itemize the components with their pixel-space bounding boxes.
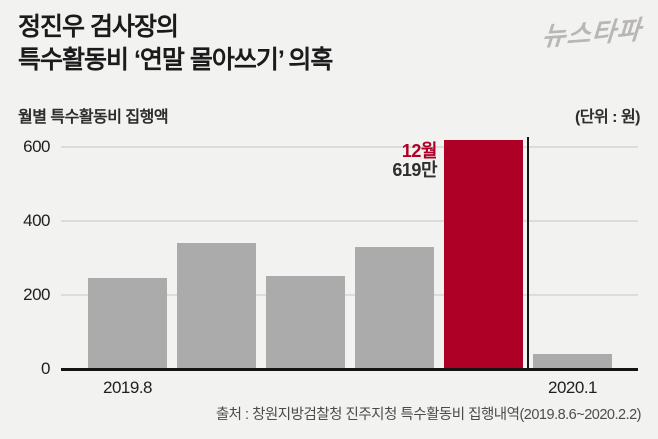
highlight-month-label: 12월 xyxy=(401,141,438,161)
chart-label: 월별 특수활동비 집행액 xyxy=(18,109,169,126)
gridline-400 xyxy=(61,219,638,222)
highlight-annotation: 12월 619만 xyxy=(392,142,437,180)
page-title: 정진우 검사장의 특수활동비 ‘연말 몰아쓰기’ 의혹 xyxy=(18,11,333,77)
title-line-2: 특수활동비 ‘연말 몰아쓰기’ 의혹 xyxy=(18,46,333,74)
x-axis-line xyxy=(61,368,638,371)
y-tick-label-400: 400 xyxy=(23,210,50,230)
gridline-600 xyxy=(61,145,638,148)
source-credit: 출처 : 창원지방검찰청 진주지청 특수활동비 집행내역(2019.8.6~20… xyxy=(215,407,642,423)
title-line-1: 정진우 검사장의 xyxy=(18,13,179,41)
x-tick-label-2019.8: 2019.8 xyxy=(103,378,153,397)
highlight-value-label: 619만 xyxy=(392,160,437,180)
newstapa-logo: 뉴스타파 xyxy=(541,14,643,52)
year-divider-line xyxy=(527,136,529,369)
bar xyxy=(266,276,345,369)
y-tick-label-0: 0 xyxy=(41,359,50,378)
unit-label: (단위 : 원) xyxy=(574,109,641,126)
chart-meta-row: 월별 특수활동비 집행액 (단위 : 원) xyxy=(18,103,641,127)
bar xyxy=(88,278,167,369)
bar xyxy=(177,243,256,369)
gridline-200 xyxy=(61,293,638,296)
y-tick-label-200: 200 xyxy=(23,284,50,304)
bar-highlight xyxy=(444,139,523,369)
bar xyxy=(355,246,434,369)
bar xyxy=(533,354,612,369)
y-tick-label-600: 600 xyxy=(23,136,50,156)
x-tick-label-2020.1: 2020.1 xyxy=(548,378,598,397)
